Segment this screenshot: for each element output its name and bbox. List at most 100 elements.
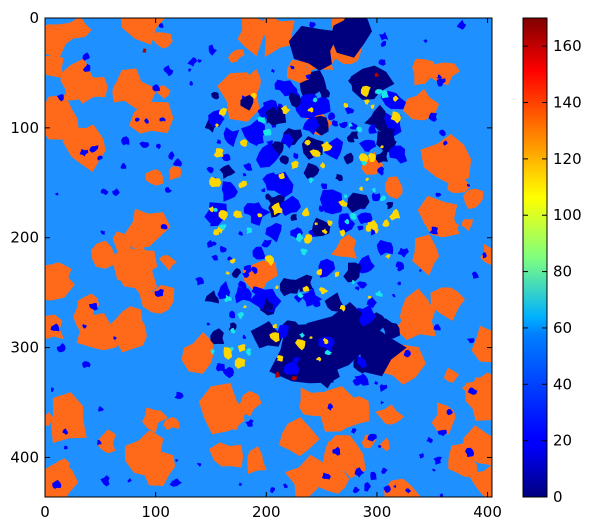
blue-region — [279, 155, 289, 165]
yellow-fragment — [233, 210, 243, 218]
blue-speckle — [436, 78, 446, 87]
orange-region — [462, 219, 473, 232]
cyan-fragment — [223, 294, 233, 303]
blue-speckle — [418, 453, 424, 459]
yellow-fragment — [374, 228, 379, 234]
blue-speckle — [187, 57, 197, 67]
blue-speckle — [377, 166, 385, 176]
orange-region — [140, 451, 176, 486]
y-axis: 0 100 200 300 400 — [10, 9, 492, 466]
blue-speckle — [439, 493, 444, 497]
yellow-fragment — [309, 149, 321, 157]
orange-region — [379, 437, 390, 451]
blue-speckle — [206, 239, 214, 248]
blue-speckle — [354, 467, 365, 478]
blue-region — [299, 93, 319, 106]
blue-speckle — [216, 363, 225, 372]
x-tick-label: 200 — [252, 503, 281, 521]
yellow-fragment — [295, 339, 306, 351]
cyan-fragment — [219, 224, 227, 230]
colorbar-frame — [522, 17, 548, 498]
blue-speckle — [456, 19, 467, 30]
x-tick-label: 300 — [363, 503, 392, 521]
blue-region — [324, 137, 344, 160]
yellow-fragment — [321, 228, 328, 235]
blue-region — [261, 239, 272, 248]
yellow-fragment — [380, 145, 384, 149]
cyan-fragment — [257, 116, 266, 123]
blue-region — [375, 150, 388, 164]
orange-region — [98, 429, 116, 454]
orange-region — [313, 386, 354, 432]
colorbar-tick-label: 120 — [553, 150, 582, 168]
yellow-fragment — [322, 338, 329, 345]
blue-speckle — [135, 117, 140, 122]
orange-region — [360, 151, 383, 175]
cyan-fragment — [348, 123, 353, 128]
blue-region — [343, 262, 362, 283]
blue-speckle — [397, 247, 409, 258]
cyan-fragment — [297, 292, 304, 298]
colorbar-tick-label: 160 — [553, 37, 582, 55]
orange-region — [403, 88, 439, 121]
blue-region — [318, 336, 335, 354]
blue-speckle — [370, 471, 377, 481]
orange-region — [73, 306, 99, 332]
cyan-fragment — [312, 97, 318, 103]
yellow-fragment — [280, 105, 291, 115]
blue-speckle — [227, 256, 233, 261]
yellow-fragment — [223, 347, 233, 360]
blue-region — [299, 79, 325, 99]
blue-region — [219, 164, 236, 180]
blue-speckle — [168, 151, 175, 160]
blue-speckle — [261, 187, 266, 193]
orange-region — [209, 442, 244, 468]
blue-speckle — [364, 482, 371, 492]
blue-speckle — [471, 271, 479, 279]
blue-region — [388, 145, 408, 164]
cyan-fragment — [295, 232, 304, 243]
blue-region — [368, 124, 377, 134]
blue-region — [252, 246, 266, 260]
blue-region — [358, 304, 377, 327]
blue-region — [378, 126, 396, 145]
blue-speckle — [82, 361, 91, 369]
yellow-fragment — [272, 323, 278, 329]
blue-speckle — [159, 117, 166, 122]
blue-speckle — [366, 297, 377, 309]
blue-speckle — [82, 324, 87, 329]
blue-region — [280, 133, 294, 149]
blue-speckle — [100, 188, 109, 196]
yellow-fragment — [274, 285, 279, 289]
navy-region — [330, 18, 372, 58]
cyan-fragment — [229, 327, 236, 334]
yellow-fragment — [368, 152, 376, 162]
blue-speckle — [282, 483, 288, 489]
blue-speckle — [397, 281, 402, 286]
orange-region — [156, 85, 171, 99]
blue-region — [265, 106, 281, 124]
yellow-fragment — [215, 123, 219, 128]
blue-region — [318, 258, 336, 278]
orange-region — [331, 234, 357, 259]
red-fragment — [374, 72, 380, 78]
blue-region — [344, 106, 355, 115]
blue-region — [348, 76, 364, 92]
x-tick-label: 100 — [141, 503, 170, 521]
blue-speckle — [426, 436, 433, 444]
blue-region — [320, 183, 327, 190]
cyan-fragment — [263, 128, 272, 136]
yellow-fragment — [321, 141, 333, 152]
yellow-fragment — [257, 213, 263, 218]
blue-region — [376, 239, 394, 256]
blue-speckle — [383, 485, 391, 493]
blue-speckle — [373, 381, 378, 385]
yellow-fragment — [393, 95, 399, 102]
blue-region — [234, 286, 252, 304]
blue-region — [280, 195, 301, 216]
blue-speckle — [332, 446, 341, 456]
orange-region — [91, 240, 115, 269]
orange-region — [45, 55, 64, 79]
blue-region — [211, 91, 220, 100]
blue-region — [240, 94, 254, 111]
